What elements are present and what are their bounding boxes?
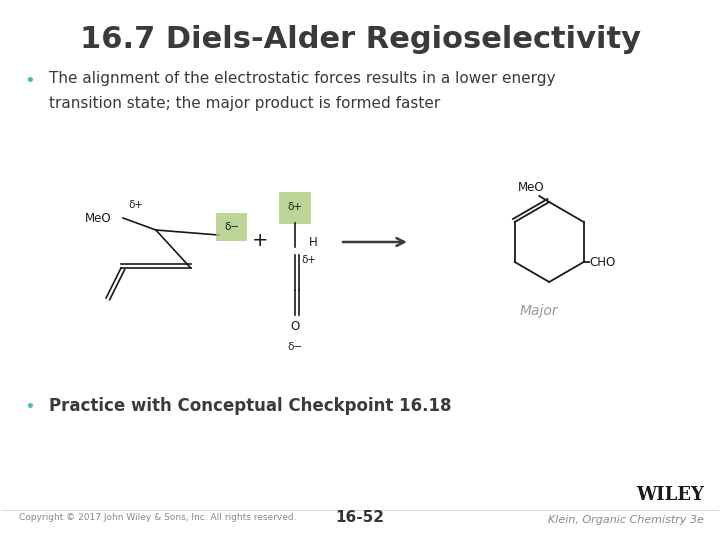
Text: CHO: CHO (590, 255, 616, 268)
Text: δ−: δ− (224, 222, 239, 232)
FancyBboxPatch shape (279, 192, 311, 224)
Text: δ+: δ+ (301, 255, 316, 265)
Text: •: • (24, 398, 35, 416)
Text: 16-52: 16-52 (336, 510, 384, 525)
Text: Practice with Conceptual Checkpoint 16.18: Practice with Conceptual Checkpoint 16.1… (49, 397, 452, 415)
Text: •: • (24, 72, 35, 90)
Text: δ+: δ+ (288, 202, 303, 212)
Text: 16.7 Diels-Alder Regioselectivity: 16.7 Diels-Alder Regioselectivity (79, 25, 641, 54)
Text: δ−: δ− (288, 342, 303, 352)
Text: Klein, Organic Chemistry 3e: Klein, Organic Chemistry 3e (548, 515, 703, 525)
Text: The alignment of the electrostatic forces results in a lower energy: The alignment of the electrostatic force… (49, 71, 556, 86)
Text: O: O (291, 320, 300, 333)
Text: MeO: MeO (84, 212, 111, 225)
Text: δ+: δ+ (128, 200, 143, 210)
Text: transition state; the major product is formed faster: transition state; the major product is f… (49, 96, 441, 111)
Text: Major: Major (520, 304, 559, 318)
Text: Copyright © 2017 John Wiley & Sons, Inc. All rights reserved.: Copyright © 2017 John Wiley & Sons, Inc.… (19, 514, 297, 523)
Text: MeO: MeO (518, 181, 544, 194)
Text: H: H (309, 237, 318, 249)
Text: +: + (252, 231, 269, 249)
FancyBboxPatch shape (215, 213, 248, 241)
Text: WILEY: WILEY (636, 486, 703, 504)
